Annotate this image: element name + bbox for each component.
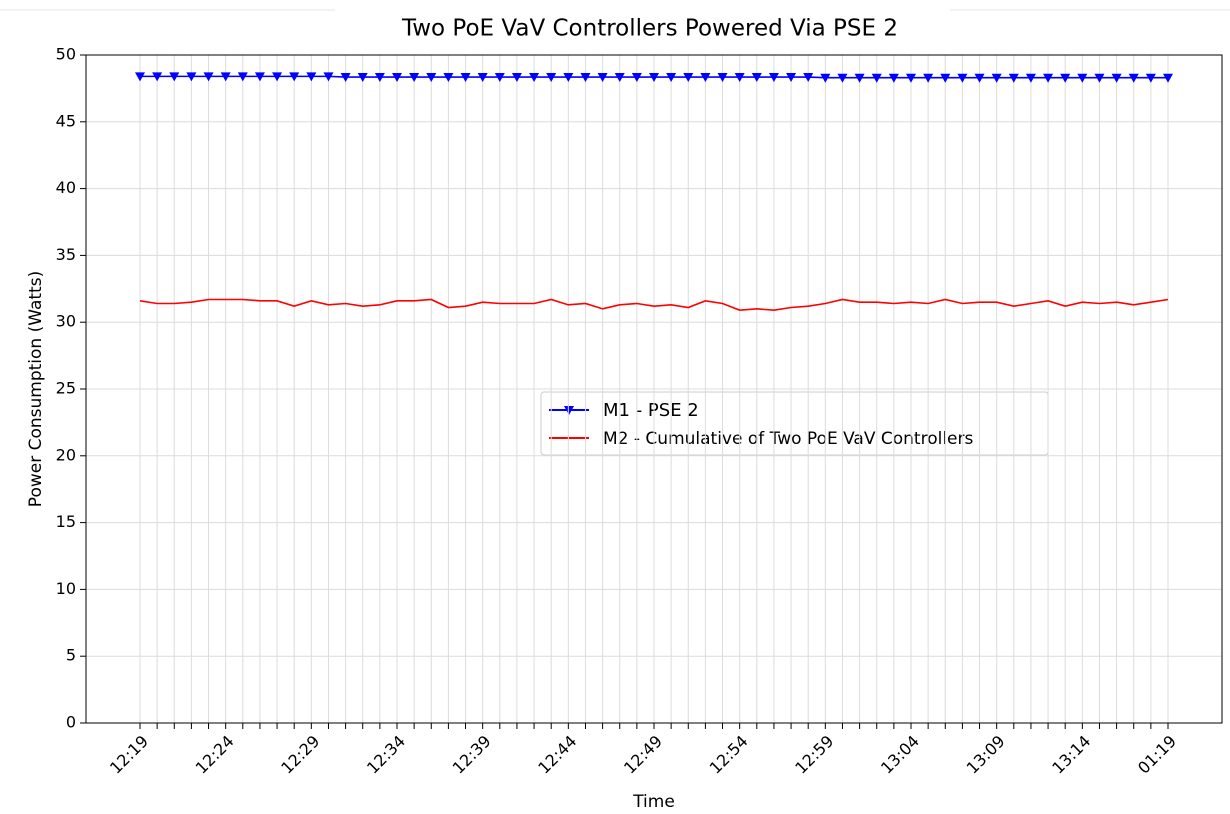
marker [991,73,1002,83]
y-tick-label: 45 [56,111,76,130]
marker [494,73,505,83]
marker [1043,73,1054,83]
x-tick-label: 12:34 [363,732,409,778]
marker [974,73,985,83]
x-tick-label: 01:19 [1134,732,1180,778]
marker [1094,73,1105,83]
marker [529,73,540,83]
marker [751,73,762,83]
marker [700,73,711,83]
marker [443,73,454,83]
marker [186,72,197,82]
marker [254,72,265,82]
marker [837,73,848,83]
y-tick-label: 15 [56,512,76,531]
marker [357,73,368,83]
marker [546,73,557,83]
marker [923,73,934,83]
y-tick-label: 20 [56,445,76,464]
marker [169,72,180,82]
x-tick-label: 12:39 [449,732,495,778]
marker [374,73,385,83]
marker [854,73,865,83]
y-tick-label: 0 [66,713,76,732]
marker [786,73,797,83]
marker [597,73,608,83]
marker [1145,73,1156,83]
x-tick-label: 12:29 [277,732,323,778]
marker [306,72,317,82]
marker [820,73,831,83]
x-tick-label: 12:19 [106,732,152,778]
legend: M1 - PSE 2 M2 - Cumulative of Two PoE VaV… [540,391,1049,456]
x-axis-label: Time [632,792,675,812]
marker [289,72,300,82]
marker [203,72,214,82]
marker [409,73,420,83]
y-tick-label: 30 [56,312,76,331]
marker [717,73,728,83]
y-tick-label: 25 [56,379,76,398]
x-tick-label: 13:04 [877,732,923,778]
y-tick-label: 50 [56,45,76,64]
x-tick-label: 12:59 [791,732,837,778]
marker [135,72,145,82]
marker [323,72,334,82]
marker [1077,73,1088,83]
marker [906,73,916,83]
grid [86,54,1222,724]
marker [683,73,694,83]
y-tick-label: 10 [56,579,76,598]
marker [460,73,471,83]
x-tick-label: 13:09 [963,732,1009,778]
marker [666,73,677,83]
marker [580,73,591,83]
x-tick-label: 12:24 [192,732,238,778]
y-tick-label: 5 [66,646,76,665]
marker [152,72,163,82]
legend-label: M2 - Cumulative of Two PoE VaV Controlle… [603,429,973,449]
marker [392,73,402,83]
y-tick-label: 35 [56,245,76,264]
marker [631,73,642,83]
plot-frame [85,54,1223,724]
marker [734,73,745,83]
marker [649,73,659,83]
marker [1111,73,1122,83]
marker [768,73,779,83]
legend-marker [564,406,574,415]
series-line [139,298,1169,311]
marker [940,73,951,83]
marker [237,72,248,82]
marker [803,73,814,83]
marker [340,73,351,83]
marker [957,73,968,83]
y-axis-label: Power Consumption (Watts) [26,271,46,507]
marker [477,73,488,83]
marker [511,73,522,83]
marker [426,73,437,83]
marker [272,72,283,82]
marker [1128,73,1139,83]
marker [614,73,625,83]
marker [1163,73,1173,83]
legend-label: M1 - PSE 2 [603,400,699,421]
y-tick-label: 40 [56,178,76,197]
marker [563,73,574,83]
marker [1025,73,1036,83]
x-tick-label: 13:14 [1048,732,1094,778]
x-tick-label: 12:54 [706,732,752,778]
marker [871,73,882,83]
marker [1008,73,1019,83]
x-tick-label: 12:44 [534,732,580,778]
marker [220,72,231,82]
marker [1060,73,1071,83]
chart-title: Two PoE VaV Controllers Powered Via PSE … [401,16,898,42]
marker [888,73,899,83]
x-tick-label: 12:49 [620,732,666,778]
